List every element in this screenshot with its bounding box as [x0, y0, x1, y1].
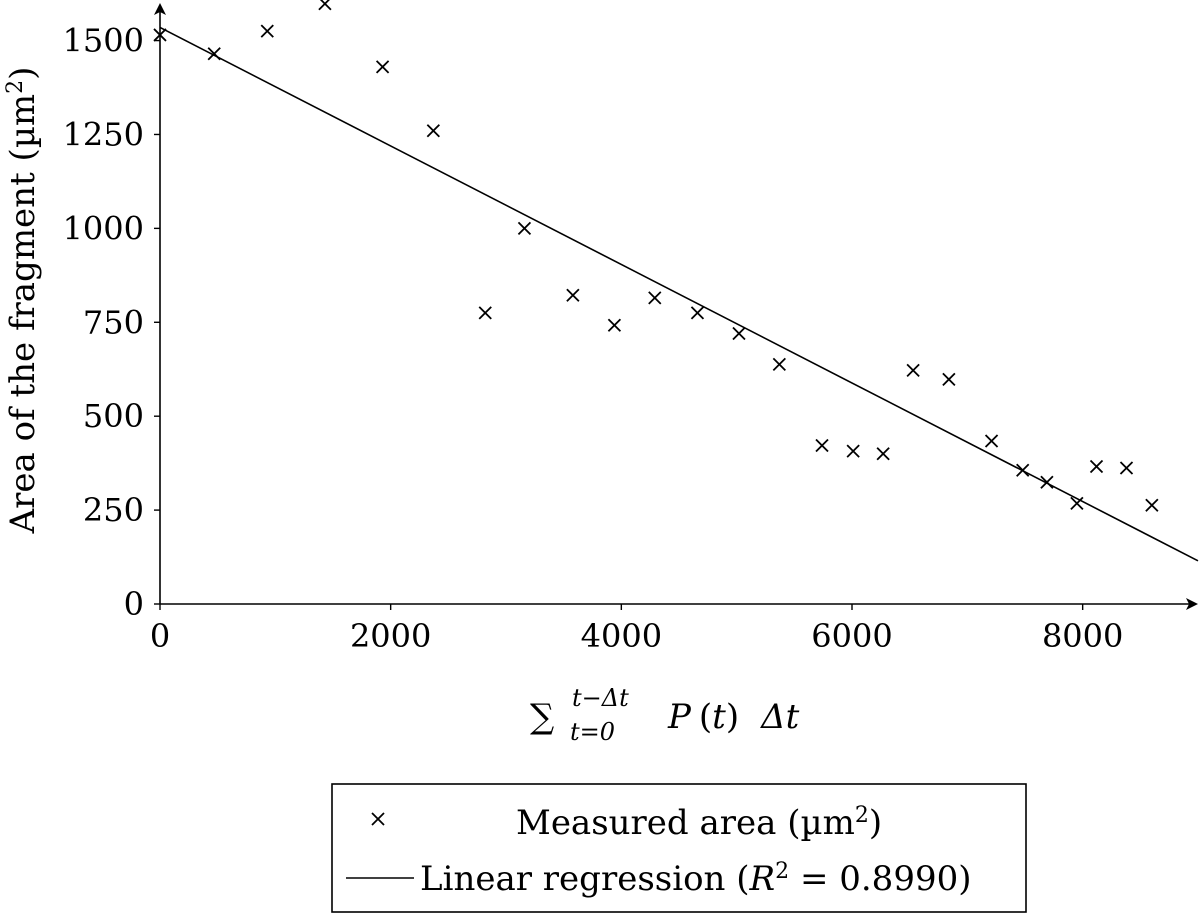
- data-point: [207, 47, 221, 61]
- data-point: [260, 24, 274, 38]
- regression-line: [159, 26, 1199, 562]
- legend-box: [331, 783, 1027, 913]
- y-tick-label: 0: [124, 585, 144, 623]
- y-tick-label: 500: [83, 397, 144, 435]
- x-tick-label: 8000: [1042, 617, 1123, 655]
- x-title-lower: t=0: [570, 718, 615, 746]
- y-axis-title-close: ): [3, 67, 43, 80]
- x-title-upper: t−Δt: [572, 684, 629, 712]
- legend-entry-regression-eq: = 0.8990): [789, 859, 971, 899]
- data-point: [1040, 475, 1054, 489]
- data-point: [1119, 461, 1134, 475]
- legend-entry-measured-text: Measured area (µm: [516, 803, 855, 843]
- data-points: [153, 0, 1159, 512]
- y-ticks: 0 250 500 750 1000 1250 1500: [63, 22, 160, 623]
- data-point: [876, 447, 890, 461]
- data-point: [1070, 496, 1084, 510]
- x-title-body: P (t) Δt: [667, 697, 800, 737]
- data-point: [984, 434, 999, 448]
- x-title-upper-delta: Δ: [601, 684, 619, 712]
- y-axis-arrow: [154, 3, 166, 15]
- x-title-t: t: [712, 697, 726, 737]
- y-tick-label: 1000: [63, 209, 144, 247]
- legend: Measured area (µm2) Linear regression (R…: [331, 783, 1027, 913]
- data-point: [942, 372, 956, 387]
- data-point: [517, 221, 532, 236]
- y-tick-label: 250: [83, 491, 144, 529]
- x-axis-title: ∑ t−Δt t=0 P (t) Δt: [530, 684, 800, 746]
- x-axis-arrow: [1186, 598, 1198, 610]
- legend-entry-measured-close: ): [869, 803, 882, 843]
- y-tick-label: 1500: [63, 22, 144, 60]
- y-axis-title-sup: 2: [3, 80, 28, 94]
- x-title-sum: ∑: [530, 697, 554, 737]
- data-point: [318, 0, 332, 11]
- data-point: [478, 306, 492, 320]
- data-point: [1016, 463, 1030, 477]
- data-point: [1145, 498, 1159, 512]
- legend-entry-regression: Linear regression (R2 = 0.8990): [420, 859, 971, 900]
- data-point: [566, 288, 580, 302]
- x-title-delta-t: t: [786, 697, 800, 737]
- x-tick-label: 2000: [350, 617, 431, 655]
- x-title-delta: Δ: [759, 697, 786, 737]
- legend-entry-regression-sup: 2: [775, 859, 789, 884]
- legend-entry-measured-sup: 2: [855, 803, 869, 828]
- x-tick-label: 6000: [811, 617, 892, 655]
- data-point: [426, 124, 440, 138]
- x-title-close: ): [726, 697, 739, 737]
- data-point: [607, 318, 622, 332]
- x-title-upper-t2: t: [619, 684, 629, 712]
- data-point: [906, 363, 920, 377]
- y-axis-title-main: Area of the fragment (µm: [3, 94, 43, 535]
- legend-marker-x-icon: [371, 812, 385, 826]
- x-title-P: P: [667, 697, 692, 737]
- y-tick-label: 1250: [63, 115, 144, 153]
- data-point: [375, 60, 390, 74]
- data-point: [648, 291, 662, 305]
- x-title-upper-t: t−: [572, 684, 602, 712]
- legend-entry-measured: Measured area (µm2): [516, 803, 882, 844]
- x-tick-label: 0: [150, 617, 170, 655]
- y-tick-label: 750: [83, 303, 144, 341]
- x-title-open: (: [699, 697, 712, 737]
- data-point: [690, 306, 705, 320]
- data-point: [772, 357, 786, 371]
- data-point: [815, 438, 829, 453]
- data-point: [732, 326, 746, 341]
- legend-entry-regression-R: R: [749, 859, 776, 899]
- legend-entry-regression-text: Linear regression (: [420, 859, 750, 899]
- data-point: [153, 28, 167, 42]
- x-ticks: 0 2000 4000 6000 8000: [150, 604, 1123, 655]
- data-point: [846, 444, 860, 458]
- x-tick-label: 4000: [581, 617, 662, 655]
- y-axis-title: Area of the fragment (µm2): [3, 67, 44, 535]
- data-point: [1089, 459, 1104, 474]
